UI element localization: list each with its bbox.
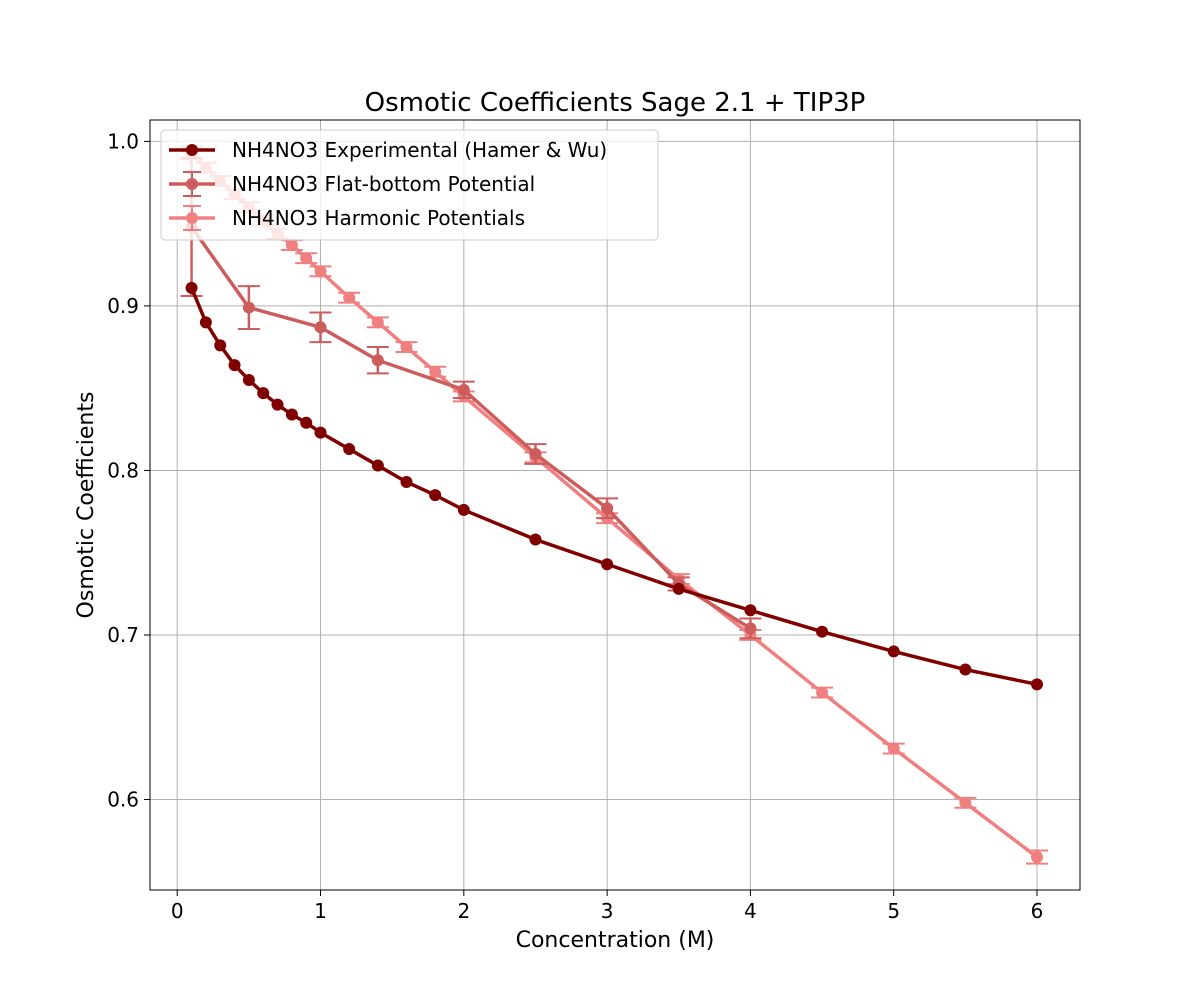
data-point bbox=[429, 365, 442, 378]
data-point bbox=[300, 252, 313, 265]
x-tick-label: 1 bbox=[314, 899, 327, 923]
legend-label: NH4NO3 Experimental (Hamer & Wu) bbox=[232, 138, 607, 162]
data-point bbox=[242, 373, 255, 386]
data-point bbox=[457, 383, 470, 396]
y-axis-label: Osmotic Coefficients bbox=[74, 392, 99, 619]
legend-entry-2: NH4NO3 Harmonic Potentials bbox=[169, 205, 525, 231]
x-tick-label: 2 bbox=[457, 899, 470, 923]
y-tick-label: 1.0 bbox=[107, 129, 139, 153]
data-point bbox=[816, 686, 829, 699]
data-point bbox=[959, 796, 972, 809]
data-point bbox=[314, 321, 327, 334]
data-point bbox=[343, 291, 356, 304]
x-tick-label: 3 bbox=[601, 899, 614, 923]
legend-entry-1: NH4NO3 Flat-bottom Potential bbox=[169, 171, 535, 197]
series-0 bbox=[185, 281, 1044, 691]
data-point bbox=[959, 663, 972, 676]
data-point bbox=[242, 301, 255, 314]
x-axis-label: Concentration (M) bbox=[516, 928, 715, 953]
data-point bbox=[314, 426, 327, 439]
data-point bbox=[300, 416, 313, 429]
data-point bbox=[601, 502, 614, 515]
series-1 bbox=[180, 156, 762, 640]
chart-title: Osmotic Coefficients Sage 2.1 + TIP3P bbox=[365, 88, 866, 118]
y-tick-label: 0.7 bbox=[107, 623, 139, 647]
data-point bbox=[887, 645, 900, 658]
x-tick-label: 5 bbox=[887, 899, 900, 923]
data-point bbox=[529, 533, 542, 546]
data-point bbox=[429, 489, 442, 502]
data-point bbox=[185, 281, 198, 294]
data-point bbox=[1031, 678, 1044, 691]
data-point bbox=[816, 625, 829, 638]
data-point bbox=[199, 316, 212, 329]
legend-marker bbox=[186, 212, 198, 224]
legend: NH4NO3 Experimental (Hamer & Wu) NH4NO3 F… bbox=[160, 129, 659, 241]
data-point bbox=[285, 239, 298, 252]
data-point bbox=[672, 582, 685, 595]
legend-box bbox=[160, 129, 659, 241]
y-axis-ticks: 0.6 0.7 0.8 0.9 1.0 bbox=[107, 129, 150, 812]
x-axis-ticks: 0 1 2 3 4 5 6 bbox=[171, 890, 1044, 923]
data-point bbox=[744, 604, 757, 617]
data-point bbox=[228, 359, 241, 372]
data-point bbox=[887, 742, 900, 755]
y-tick-label: 0.8 bbox=[107, 458, 139, 482]
data-point bbox=[214, 339, 227, 352]
data-point bbox=[1031, 851, 1044, 864]
data-point bbox=[601, 558, 614, 571]
y-tick-label: 0.9 bbox=[107, 294, 139, 318]
x-tick-label: 4 bbox=[744, 899, 757, 923]
data-point bbox=[400, 341, 413, 354]
data-point bbox=[371, 354, 384, 367]
data-point bbox=[529, 447, 542, 460]
data-point bbox=[371, 316, 384, 329]
data-point bbox=[343, 443, 356, 456]
legend-marker bbox=[186, 178, 198, 190]
data-point bbox=[257, 387, 270, 400]
data-point bbox=[744, 622, 757, 635]
data-point bbox=[271, 398, 284, 411]
y-tick-label: 0.6 bbox=[107, 788, 139, 812]
legend-label: NH4NO3 Harmonic Potentials bbox=[232, 206, 525, 230]
legend-entry-0: NH4NO3 Experimental (Hamer & Wu) bbox=[169, 138, 607, 162]
plot-frame bbox=[149, 119, 1081, 891]
data-point bbox=[400, 475, 413, 488]
legend-marker bbox=[186, 144, 198, 156]
x-tick-label: 0 bbox=[171, 899, 184, 923]
data-point bbox=[285, 408, 298, 421]
legend-label: NH4NO3 Flat-bottom Potential bbox=[232, 172, 535, 196]
data-point bbox=[371, 459, 384, 472]
x-tick-label: 6 bbox=[1031, 899, 1044, 923]
data-point bbox=[314, 265, 327, 278]
data-point bbox=[457, 503, 470, 516]
